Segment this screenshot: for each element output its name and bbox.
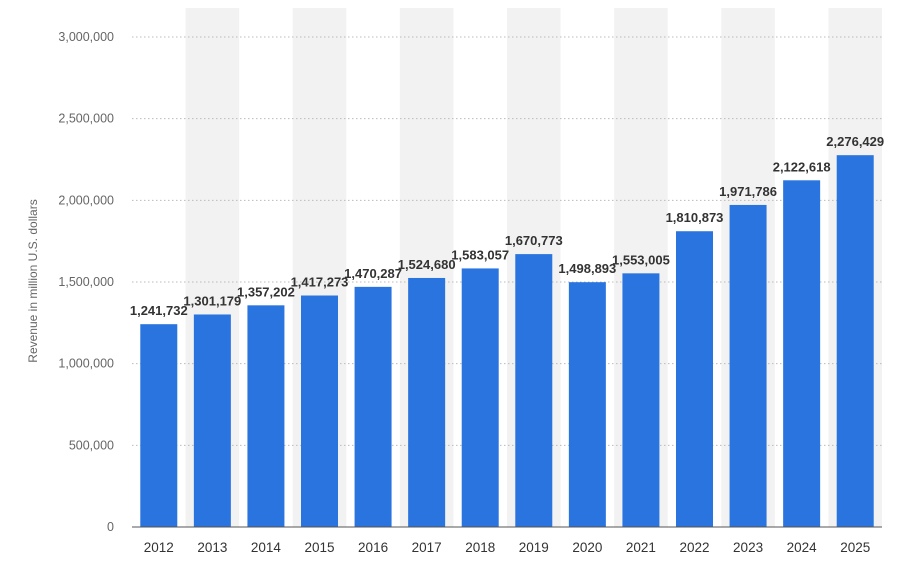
x-tick-label: 2019	[519, 540, 549, 555]
bar	[836, 155, 874, 527]
bar	[622, 273, 660, 527]
x-tick-label: 2015	[304, 540, 334, 555]
data-label: 1,524,680	[398, 257, 456, 272]
x-tick-label: 2018	[465, 540, 495, 555]
data-label: 1,670,773	[505, 233, 563, 248]
y-tick-label: 1,000,000	[58, 357, 114, 371]
data-label: 2,122,618	[773, 159, 831, 174]
x-tick-label: 2025	[840, 540, 870, 555]
y-axis-label: Revenue in million U.S. dollars	[26, 199, 40, 362]
y-tick-label: 500,000	[69, 438, 114, 452]
bar	[354, 286, 392, 527]
data-label: 1,553,005	[612, 252, 670, 267]
data-label: 1,357,202	[237, 284, 295, 299]
data-label: 1,971,786	[719, 184, 777, 199]
bars	[140, 155, 874, 528]
bar	[729, 204, 767, 527]
x-tick-label: 2013	[197, 540, 227, 555]
data-label: 1,583,057	[451, 247, 509, 262]
x-tick-label: 2024	[787, 540, 818, 555]
bar	[301, 295, 338, 527]
bar	[408, 277, 446, 527]
x-tick-label: 2016	[358, 540, 388, 555]
bar	[193, 314, 231, 527]
x-tick-label: 2020	[572, 540, 602, 555]
y-tick-label: 2,500,000	[58, 112, 114, 126]
y-tick-label: 2,000,000	[58, 193, 114, 207]
y-tick-label: 1,500,000	[58, 275, 114, 289]
x-axis-ticks: 2012 2013 2014 2015 2016 2017 2018 2019 2020 2021…	[144, 540, 870, 555]
y-tick-label: 3,000,000	[58, 30, 114, 44]
y-tick-label: 0	[107, 520, 114, 534]
data-label: 1,810,873	[666, 210, 724, 225]
bar	[247, 305, 285, 527]
x-tick-label: 2014	[251, 540, 282, 555]
bar	[515, 254, 553, 528]
x-tick-label: 2012	[144, 540, 174, 555]
data-label: 1,417,273	[291, 275, 349, 290]
x-tick-label: 2023	[733, 540, 763, 555]
data-labels: 1,241,7321,301,1791,357,2021,417,2731,47…	[130, 134, 884, 318]
x-tick-label: 2021	[626, 540, 656, 555]
x-tick-label: 2017	[412, 540, 442, 555]
x-tick-label: 2022	[679, 540, 709, 555]
data-label: 1,470,287	[344, 266, 402, 281]
bar	[461, 268, 499, 527]
y-axis-ticks: 0 500,000 1,000,000 1,500,000 2,000,000 2,500…	[58, 30, 114, 534]
bar	[568, 282, 606, 527]
data-label: 1,498,893	[558, 261, 616, 276]
data-label: 1,241,732	[130, 303, 188, 318]
data-label: 1,301,179	[183, 293, 241, 308]
bar	[783, 180, 821, 527]
bar	[140, 324, 178, 527]
bar	[676, 231, 713, 528]
data-label: 2,276,429	[826, 134, 884, 149]
